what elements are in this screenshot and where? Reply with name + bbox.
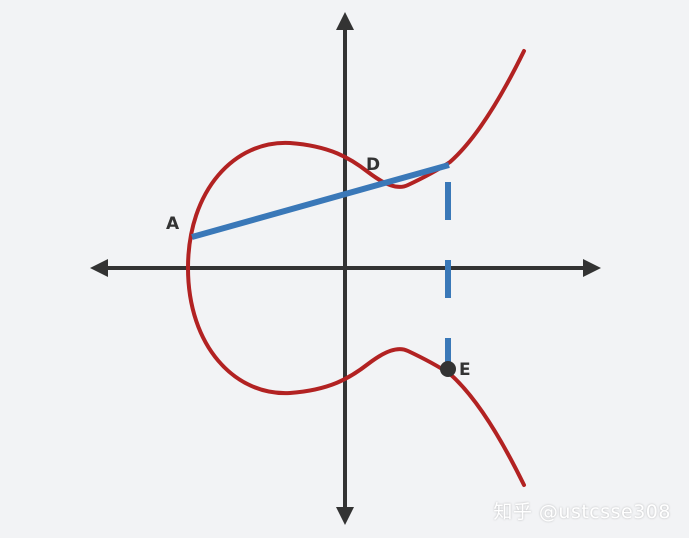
secant-line-a-d	[191, 162, 450, 240]
x-axis-left-arrow-icon	[90, 259, 108, 277]
point-e-label: E	[459, 360, 471, 380]
point-d-label: D	[366, 155, 380, 175]
point-e-marker	[440, 361, 456, 377]
y-axis-top-arrow-icon	[336, 12, 354, 30]
curve-upper-branch	[186, 49, 526, 270]
curve-lower-branch	[186, 266, 526, 487]
point-a-label: A	[166, 214, 180, 234]
watermark-text: 知乎 @ustcsse308	[493, 501, 671, 523]
y-axis-bottom-arrow-icon	[336, 507, 354, 525]
x-axis-right-arrow-icon	[583, 259, 601, 277]
